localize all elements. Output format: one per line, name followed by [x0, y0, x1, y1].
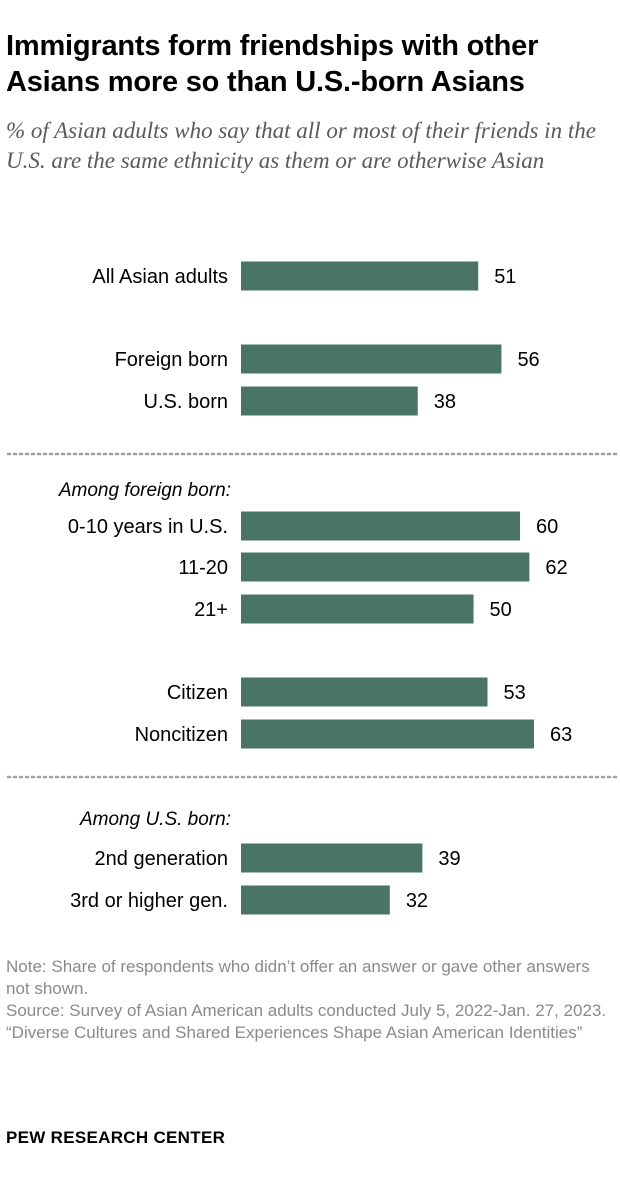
- category-label: 0-10 years in U.S.: [68, 516, 228, 538]
- category-label: 21+: [194, 599, 228, 621]
- category-label: 2nd generation: [95, 848, 228, 870]
- value-label: 50: [490, 599, 512, 621]
- value-label: 32: [406, 890, 428, 912]
- bar-chart: All Asian adults 51 Foreign born 56 U.S. bor…: [6, 261, 618, 915]
- notes-block: Note: Share of respondents who didn’t of…: [6, 956, 618, 1044]
- value-label: 62: [545, 557, 567, 579]
- value-label: 60: [536, 516, 558, 538]
- value-label: 38: [434, 391, 456, 413]
- category-label: 3rd or higher gen.: [70, 890, 228, 912]
- bar: [241, 677, 488, 707]
- bar: [241, 843, 423, 873]
- bar: [241, 719, 534, 749]
- value-label: 51: [494, 266, 516, 288]
- group-header: Among U.S. born:: [79, 809, 231, 830]
- category-label: U.S. born: [144, 391, 228, 413]
- bar: [241, 552, 530, 582]
- value-label: 53: [503, 682, 525, 704]
- group-header: Among foreign born:: [58, 480, 231, 501]
- category-label: Citizen: [167, 682, 228, 704]
- category-label: Foreign born: [115, 349, 228, 371]
- organization-name: PEW RESEARCH CENTER: [6, 1128, 226, 1147]
- chart-subtitle: % of Asian adults who say that all or mo…: [6, 118, 596, 173]
- bar: [241, 511, 521, 541]
- category-label: All Asian adults: [92, 266, 228, 288]
- value-label: 39: [438, 848, 460, 870]
- value-label: 63: [550, 724, 572, 746]
- category-label: Noncitizen: [135, 724, 228, 746]
- bar: [241, 594, 474, 624]
- bar: [241, 344, 502, 374]
- bar: [241, 261, 479, 291]
- bar: [241, 885, 390, 915]
- report-title: “Diverse Cultures and Shared Experiences…: [6, 1023, 583, 1042]
- value-label: 56: [517, 349, 539, 371]
- bar: [241, 386, 418, 416]
- note-text: Note: Share of respondents who didn’t of…: [6, 957, 590, 998]
- source-text: Source: Survey of Asian American adults …: [6, 1001, 607, 1020]
- chart-title: Immigrants form friendships with other A…: [6, 30, 539, 98]
- category-label: 11-20: [178, 557, 228, 579]
